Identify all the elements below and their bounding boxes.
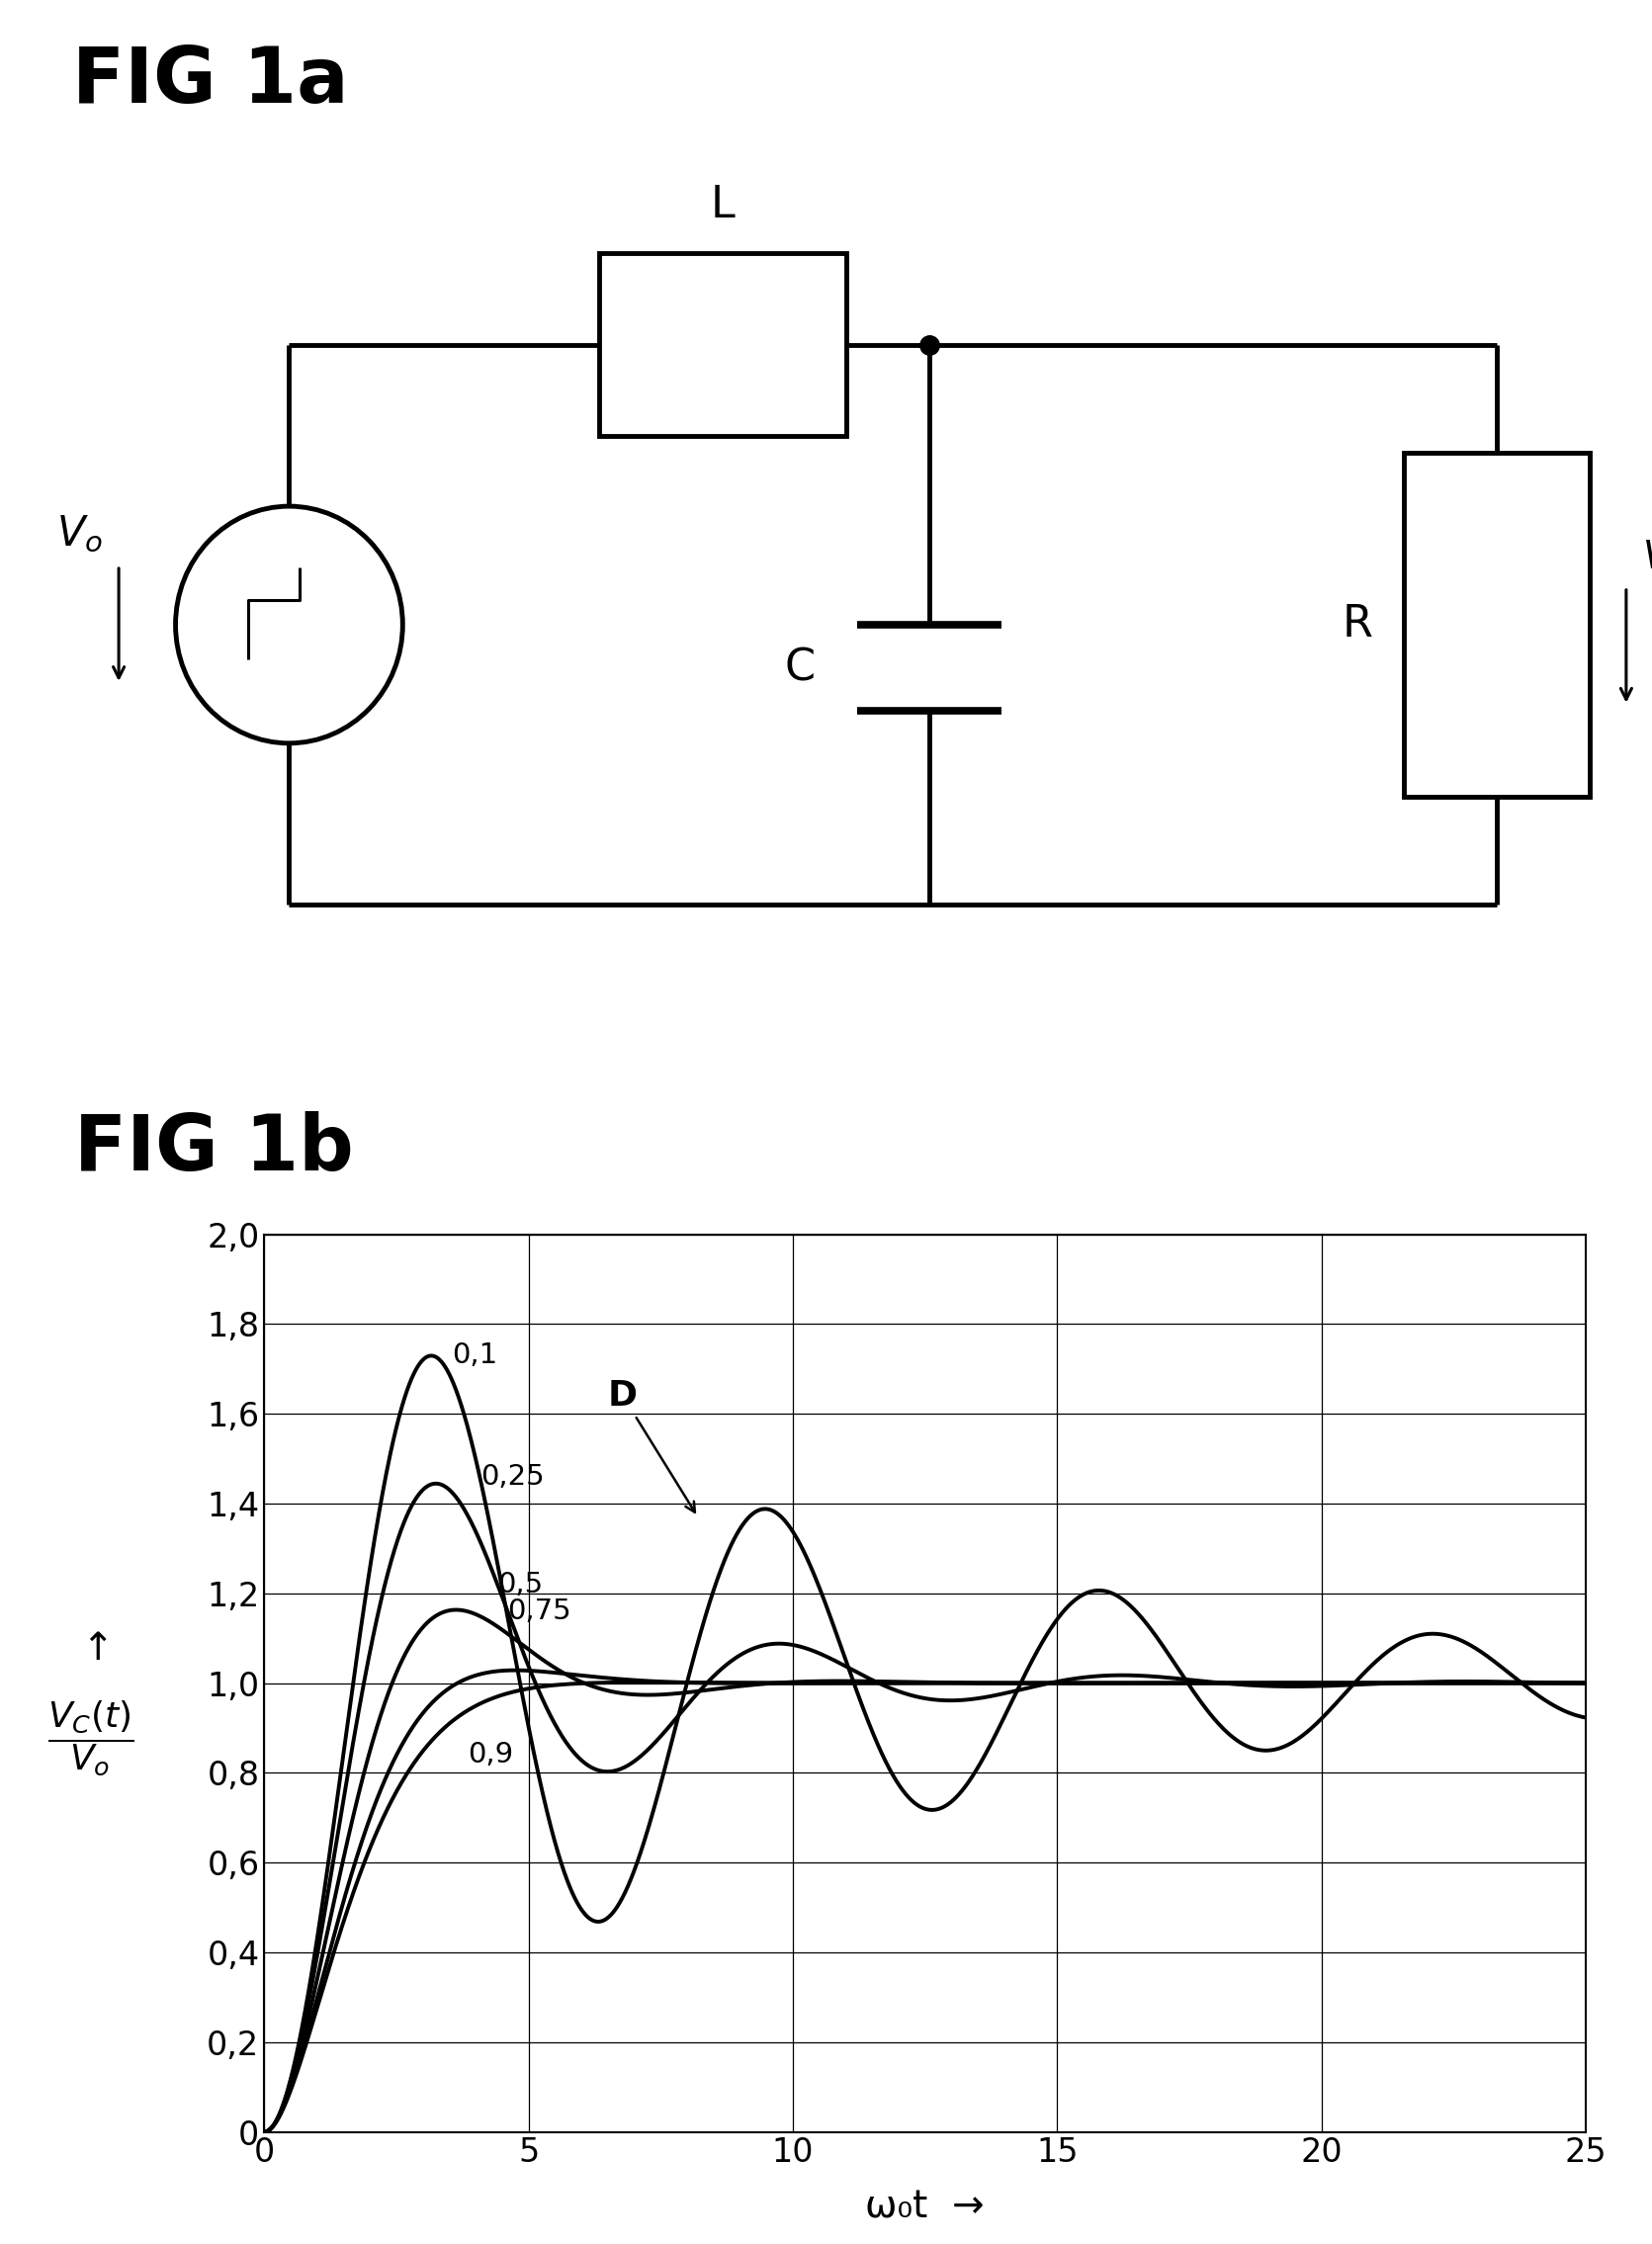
Text: D: D (608, 1380, 695, 1512)
Text: L: L (710, 184, 735, 227)
Text: 0,25: 0,25 (481, 1463, 545, 1490)
X-axis label: ω₀t  →: ω₀t → (866, 2188, 985, 2226)
Text: C: C (785, 646, 816, 689)
Text: 0,1: 0,1 (453, 1342, 497, 1369)
Text: $\uparrow$: $\uparrow$ (74, 1631, 107, 1667)
Bar (1404, 453, 1589, 797)
Text: FIG 1a: FIG 1a (73, 43, 349, 119)
Text: $V_C(t)$: $V_C(t)$ (1642, 536, 1652, 577)
Circle shape (175, 507, 403, 743)
Text: 0,9: 0,9 (468, 1741, 514, 1768)
Text: 0,5: 0,5 (497, 1571, 542, 1598)
Text: R: R (1343, 604, 1373, 646)
Text: FIG 1b: FIG 1b (74, 1111, 354, 1185)
Text: $\dfrac{V_C(t)}{V_o}$: $\dfrac{V_C(t)}{V_o}$ (48, 1699, 134, 1779)
Text: $V_o$: $V_o$ (56, 514, 102, 554)
Text: 0,75: 0,75 (507, 1598, 572, 1625)
Bar (598, 254, 846, 435)
